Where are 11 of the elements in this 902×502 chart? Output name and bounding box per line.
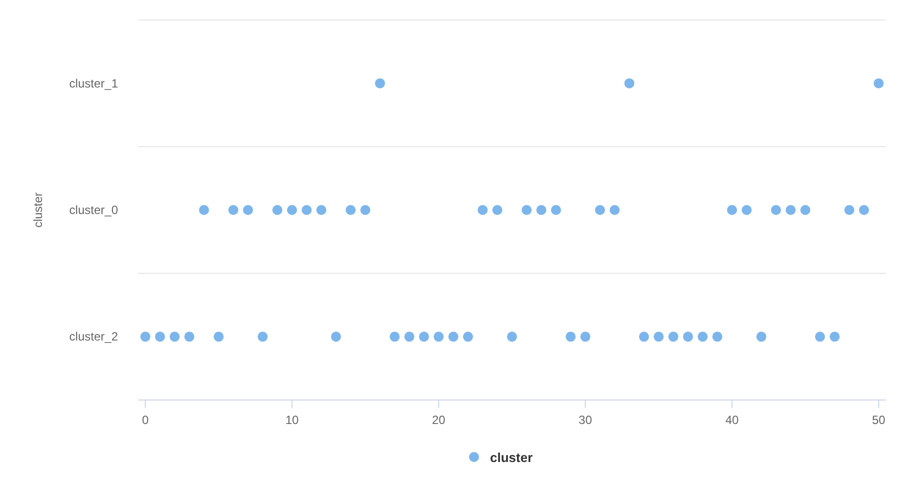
y-tick-label: cluster_0	[69, 203, 118, 217]
legend-label: cluster	[490, 450, 533, 465]
x-tick-label: 30	[578, 413, 592, 427]
y-axis-title: cluster	[31, 192, 45, 228]
y-tick-label: cluster_1	[69, 76, 118, 90]
x-tick-label: 20	[432, 413, 446, 427]
x-tick-label: 40	[725, 413, 739, 427]
x-tick-label: 50	[872, 413, 886, 427]
x-tick-label: 0	[142, 413, 149, 427]
y-tick-label: cluster_2	[69, 330, 118, 344]
x-tick-label: 10	[285, 413, 299, 427]
